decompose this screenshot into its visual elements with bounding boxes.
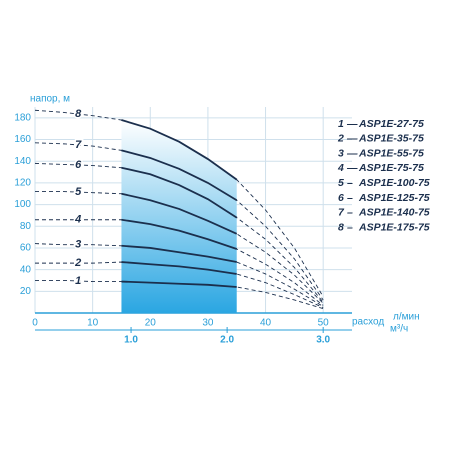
- legend-name: ASP1E-125-75: [358, 192, 430, 204]
- curve-working: [121, 280, 237, 288]
- x-tick-label: 0: [32, 318, 38, 329]
- legend-sep: –: [347, 221, 353, 233]
- curve-dashed: [34, 243, 324, 307]
- x2-tick-label: 2.0: [220, 335, 234, 346]
- curve-label: 6: [75, 159, 82, 171]
- legend-id: 4: [337, 162, 344, 174]
- legend-id: 5: [338, 177, 344, 189]
- y-axis-label: напор, м: [30, 94, 70, 105]
- x2-tick-label: 1.0: [124, 335, 138, 346]
- legend-name: ASP1E-35-75: [358, 133, 424, 145]
- legend-id: 7: [338, 207, 345, 219]
- legend-id: 6: [338, 192, 344, 204]
- x-tick-label: 10: [87, 318, 99, 329]
- curve-working: [121, 261, 237, 275]
- curve-label: 5: [75, 186, 82, 198]
- legend-sep: –: [347, 207, 353, 219]
- legend-sep: —: [346, 147, 358, 159]
- legend-name: ASP1E-27-75: [358, 118, 424, 130]
- legend-sep: —: [346, 133, 358, 145]
- curve-working: [121, 192, 238, 235]
- curve-working: [121, 218, 238, 250]
- y-tick-label: 180: [14, 112, 31, 123]
- curve-working: [121, 149, 238, 202]
- curve-label: 2: [74, 257, 81, 269]
- y-tick-label: 160: [14, 134, 31, 145]
- curve-dashed: [35, 280, 324, 310]
- x-tick-label: 30: [202, 318, 214, 329]
- legend-name: ASP1E-75-75: [358, 162, 424, 174]
- legend-name: ASP1E-140-75: [358, 207, 430, 219]
- x-tick-label: 20: [145, 318, 157, 329]
- legend-sep: —: [346, 118, 358, 130]
- curve-label: 7: [75, 139, 82, 151]
- legend-sep: –: [347, 192, 353, 204]
- y-tick-label: 140: [14, 156, 31, 167]
- legend-id: 8: [338, 221, 344, 233]
- curve-label: 8: [75, 108, 82, 120]
- legend-id: 1: [338, 118, 344, 130]
- x-axis-label: расход: [352, 317, 384, 328]
- curve-label: 3: [75, 239, 81, 251]
- x2-tick-label: 3.0: [316, 335, 330, 346]
- y-tick-label: 40: [20, 264, 32, 275]
- legend-sep: —: [346, 162, 358, 174]
- curve-working: [121, 119, 238, 181]
- curve-dashed: [35, 191, 324, 304]
- y-tick-label: 20: [20, 286, 32, 297]
- y-tick-label: 120: [14, 178, 31, 189]
- legend-id: 2: [337, 133, 344, 145]
- curve-working: [121, 166, 238, 219]
- y-tick-label: 60: [20, 243, 32, 254]
- y-tick-label: 80: [20, 221, 32, 232]
- curve-working: [121, 244, 237, 263]
- legend-name: ASP1E-55-75: [358, 147, 424, 159]
- legend-id: 3: [338, 147, 344, 159]
- x2-unit: м³/ч: [390, 324, 408, 335]
- curve-dashed: [34, 162, 324, 303]
- legend-name: ASP1E-175-75: [358, 221, 430, 233]
- legend-sep: –: [347, 177, 353, 189]
- x-unit: л/мин: [393, 312, 420, 323]
- legend-name: ASP1E-100-75: [358, 177, 430, 189]
- y-tick-label: 100: [14, 199, 31, 210]
- curve-label: 4: [74, 214, 81, 226]
- curve-label: 1: [75, 275, 81, 287]
- x-tick-label: 40: [260, 318, 272, 329]
- x-tick-label: 50: [318, 318, 330, 329]
